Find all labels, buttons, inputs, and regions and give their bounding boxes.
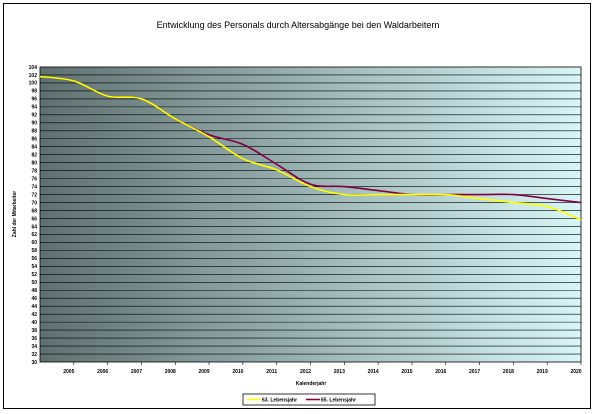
y-tick-label: 72 xyxy=(31,192,37,198)
y-tick-label: 50 xyxy=(31,280,37,286)
y-tick-label: 78 xyxy=(31,168,37,174)
x-tick-label: 2012 xyxy=(300,369,311,375)
y-tick-label: 58 xyxy=(31,248,37,254)
y-tick-label: 70 xyxy=(31,200,37,206)
legend-label-63: 63. Lebensjahr xyxy=(262,398,297,404)
y-tick-label: 88 xyxy=(31,129,37,135)
y-tick-label: 44 xyxy=(31,304,37,310)
y-tick-label: 102 xyxy=(29,73,38,79)
y-tick-label: 64 xyxy=(31,224,37,230)
y-tick-label: 68 xyxy=(31,208,37,214)
x-tick-label: 2010 xyxy=(232,369,243,375)
y-tick-label: 48 xyxy=(31,288,37,294)
legend: 63. Lebensjahr 65. Lebensjahr xyxy=(243,394,375,405)
y-tick-label: 62 xyxy=(31,232,37,238)
plot-area xyxy=(40,67,581,362)
y-tick-label: 56 xyxy=(31,256,37,262)
y-tick-label: 92 xyxy=(31,113,37,119)
y-axis-title: Zahl der Mitarbeiter xyxy=(12,191,18,237)
y-tick-label: 32 xyxy=(31,352,37,358)
y-tick-label: 60 xyxy=(31,240,37,246)
x-tick-label: 2009 xyxy=(199,369,210,375)
y-tick-label: 96 xyxy=(31,97,37,103)
chart-frame: Entwicklung des Personals durch Altersab… xyxy=(3,3,591,409)
y-tick-label: 100 xyxy=(29,81,38,87)
x-tick-label: 2019 xyxy=(537,369,548,375)
y-tick-label: 98 xyxy=(31,89,37,95)
x-tick-label: 2020 xyxy=(570,369,581,375)
legend-label-65: 65. Lebensjahr xyxy=(321,398,356,404)
y-tick-label: 38 xyxy=(31,328,37,334)
x-tick-label: 2008 xyxy=(165,369,176,375)
y-tick-label: 74 xyxy=(31,184,37,190)
y-tick-label: 66 xyxy=(31,216,37,222)
y-tick-label: 42 xyxy=(31,312,37,318)
x-tick-label: 2007 xyxy=(131,369,142,375)
y-tick-label: 94 xyxy=(31,105,37,111)
y-tick-label: 82 xyxy=(31,153,37,159)
y-tick-label: 104 xyxy=(29,65,38,71)
x-tick-label: 2005 xyxy=(63,369,74,375)
y-axis-ticks: 30 32 34 36 38 40 42 44 46 48 50 52 54 56 58 60 62 64 66 68… xyxy=(29,65,38,366)
x-tick-label: 2018 xyxy=(503,369,514,375)
y-tick-label: 90 xyxy=(31,121,37,127)
x-tick-label: 2014 xyxy=(368,369,379,375)
y-tick-label: 30 xyxy=(31,360,37,366)
y-tick-label: 84 xyxy=(31,145,37,151)
chart-title: Entwicklung des Personals durch Altersab… xyxy=(157,20,440,30)
y-tick-label: 52 xyxy=(31,272,37,278)
y-tick-label: 46 xyxy=(31,296,37,302)
x-axis-title: Kalenderjahr xyxy=(296,381,327,387)
x-tick-label: 2015 xyxy=(401,369,412,375)
y-tick-label: 40 xyxy=(31,320,37,326)
x-tick-label: 2011 xyxy=(266,369,277,375)
y-tick-label: 36 xyxy=(31,336,37,342)
x-tick-label: 2016 xyxy=(435,369,446,375)
y-tick-label: 80 xyxy=(31,160,37,166)
y-tick-label: 54 xyxy=(31,264,37,270)
y-tick-label: 86 xyxy=(31,137,37,143)
line-chart: Entwicklung des Personals durch Altersab… xyxy=(4,4,592,410)
x-tick-label: 2006 xyxy=(97,369,108,375)
y-tick-label: 34 xyxy=(31,344,37,350)
x-axis-ticks: 2005 2006 2007 2008 2009 2010 2011 2012 2013 2014… xyxy=(63,362,582,375)
x-tick-label: 2013 xyxy=(334,369,345,375)
y-tick-label: 76 xyxy=(31,176,37,182)
x-tick-label: 2017 xyxy=(469,369,480,375)
